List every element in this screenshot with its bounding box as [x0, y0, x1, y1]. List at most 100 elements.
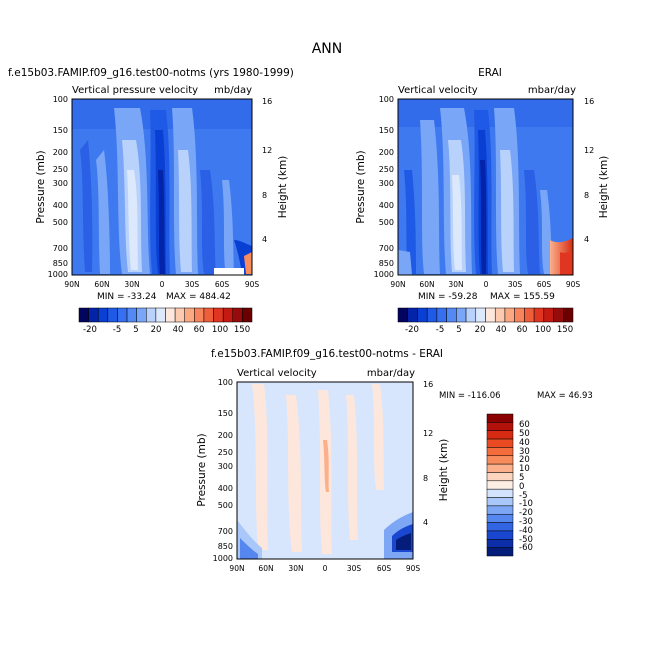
colorbar-label: 150	[234, 325, 250, 335]
height-tick-label: 4	[584, 235, 589, 244]
colorbar-swatch	[78, 307, 89, 323]
panel-diff-rlabel: Height (km)	[438, 439, 450, 502]
colorbar-swatch	[397, 307, 408, 323]
panel-diff-hticks: 16 12 8 4	[423, 380, 433, 527]
height-tick-label: 16	[262, 97, 272, 106]
y-tick-label: 300	[379, 179, 394, 188]
x-tick-label: 90S	[406, 564, 421, 573]
colorbar-swatch	[242, 307, 253, 323]
panel-erai-field	[398, 99, 573, 275]
colorbar-swatch	[486, 463, 514, 473]
panel-model-min: MIN = -33.24	[97, 292, 157, 302]
panel-model-max: MAX = 484.42	[166, 292, 231, 302]
panel-erai-xticks: 90N 60N 30N 0 30S 60S 90S	[390, 280, 580, 289]
height-tick-label: 8	[262, 191, 267, 200]
x-tick-label: 60S	[215, 280, 230, 289]
y-tick-label: 500	[218, 501, 233, 510]
x-tick-label: 30N	[288, 564, 303, 573]
panel-diff-min: MIN = -116.06	[439, 391, 501, 401]
colorbar-swatch	[203, 307, 214, 323]
panel-model-hticks: 16 12 8 4	[262, 97, 272, 244]
panel-erai-colorbar	[397, 307, 574, 323]
y-tick-label: 1000	[48, 270, 68, 279]
y-tick-label: 300	[218, 462, 233, 471]
colorbar-swatch	[486, 422, 514, 431]
colorbar-swatch	[232, 307, 243, 323]
colorbar-label: 20	[519, 455, 530, 465]
colorbar-swatch	[486, 547, 514, 557]
y-tick-label: 850	[218, 542, 233, 551]
panel-diff-yticks: 100 150 200 250 300 400 500 700 850 1000	[213, 378, 233, 563]
x-tick-label: 30N	[448, 280, 463, 289]
colorbar-swatch	[107, 307, 118, 323]
colorbar-swatch	[486, 447, 514, 457]
colorbar-swatch	[446, 307, 457, 323]
y-tick-label: 150	[218, 409, 233, 418]
x-tick-label: 90S	[566, 280, 581, 289]
colorbar-swatch	[486, 413, 514, 423]
colorbar-label: -5	[519, 491, 527, 501]
colorbar-label: -5	[436, 325, 444, 335]
colorbar-swatch	[486, 505, 514, 515]
colorbar-swatch	[486, 497, 514, 507]
panel-diff-max: MAX = 46.93	[537, 391, 593, 401]
y-tick-label: 100	[53, 95, 68, 104]
panel-model-ylabel: Pressure (mb)	[35, 150, 47, 223]
colorbar-label: 0	[519, 482, 524, 492]
colorbar-label: 150	[557, 325, 573, 335]
x-tick-label: 90N	[64, 280, 79, 289]
y-tick-label: 250	[379, 165, 394, 174]
panel-diff-units: mbar/day	[367, 368, 415, 379]
y-tick-label: 700	[218, 527, 233, 536]
colorbar-swatch	[486, 430, 514, 440]
panel-model-subtitle: Vertical pressure velocity	[72, 85, 198, 96]
y-tick-label: 1000	[374, 270, 394, 279]
y-tick-label: 100	[379, 95, 394, 104]
colorbar-label: -50	[519, 535, 533, 545]
height-tick-label: 4	[423, 518, 428, 527]
panel-model-colorbar	[78, 307, 253, 323]
colorbar-swatch	[456, 307, 467, 323]
colorbar-swatch	[126, 307, 137, 323]
colorbar-label: 60	[517, 325, 528, 335]
panel-diff-colorbar-labels: 60 50 40 30 20 10 5 0 -5 -10 -20 -30 -40…	[519, 420, 533, 553]
colorbar-label: 100	[535, 325, 551, 335]
height-tick-label: 16	[423, 380, 433, 389]
colorbar-swatch	[222, 307, 234, 323]
colorbar-swatch	[97, 307, 109, 323]
panel-erai-rlabel: Height (km)	[598, 156, 610, 219]
colorbar-label: 100	[212, 325, 228, 335]
colorbar-label: -30	[519, 517, 533, 527]
panel-erai-ylabel: Pressure (mb)	[355, 150, 367, 223]
panel-diff-xticks: 90N 60N 30N 0 30S 60S 90S	[229, 564, 420, 573]
height-tick-label: 16	[584, 97, 594, 106]
colorbar-swatch	[88, 307, 99, 323]
x-tick-label: 90N	[229, 564, 244, 573]
x-tick-label: 60N	[419, 280, 434, 289]
figure-title: ANN	[312, 41, 343, 57]
x-tick-label: 30S	[508, 280, 523, 289]
y-tick-label: 850	[379, 259, 394, 268]
x-tick-label: 60N	[258, 564, 273, 573]
x-tick-label: 60S	[537, 280, 552, 289]
x-tick-label: 90N	[390, 280, 405, 289]
colorbar-swatch	[155, 307, 166, 323]
colorbar-label: -20	[405, 325, 419, 335]
height-tick-label: 12	[584, 146, 594, 155]
y-tick-label: 250	[53, 165, 68, 174]
colorbar-swatch	[524, 307, 535, 323]
colorbar-label: -40	[519, 526, 533, 536]
colorbar-swatch	[174, 307, 185, 323]
height-tick-label: 8	[423, 474, 428, 483]
panel-diff-colorbar	[486, 413, 514, 557]
panel-erai-title: ERAI	[478, 67, 502, 79]
colorbar-swatch	[533, 307, 545, 323]
colorbar-swatch	[486, 472, 514, 482]
panel-model-units: mb/day	[214, 85, 252, 96]
colorbar-swatch	[486, 455, 514, 465]
colorbar-label: 60	[194, 325, 205, 335]
colorbar-swatch	[486, 488, 514, 498]
colorbar-label: 10	[519, 464, 530, 474]
x-tick-label: 30S	[347, 564, 362, 573]
